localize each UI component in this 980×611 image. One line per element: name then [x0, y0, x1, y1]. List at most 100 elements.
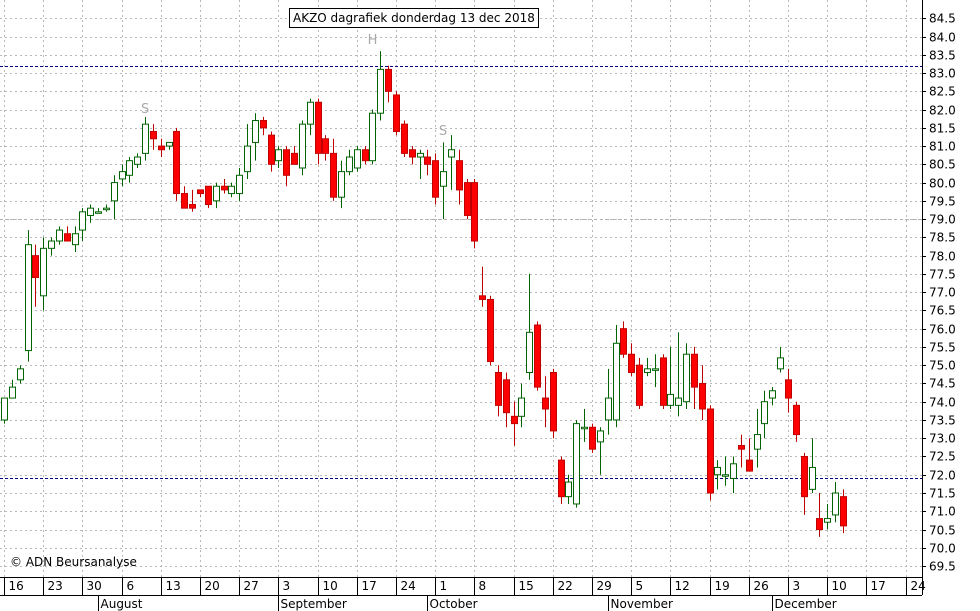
- y-tick-label: 79.5: [929, 195, 956, 209]
- candle-up: [369, 109, 376, 165]
- candle-down: [503, 372, 510, 428]
- candle-body: [683, 353, 690, 403]
- candle-up: [87, 204, 94, 223]
- candle-up: [754, 409, 761, 468]
- candle-body: [354, 149, 361, 169]
- y-tick-label: 75.5: [929, 341, 956, 355]
- candle-down: [636, 357, 643, 410]
- candle-up: [111, 175, 118, 220]
- candle-body: [573, 423, 580, 505]
- candle-body: [393, 94, 400, 132]
- candle-up: [48, 237, 55, 256]
- candle-down: [181, 186, 188, 209]
- candle-down: [205, 185, 212, 209]
- candle-body: [330, 152, 337, 198]
- candle-body: [840, 496, 847, 527]
- candle-body: [1, 397, 8, 421]
- y-tick-label: 69.5: [929, 560, 956, 574]
- y-tick-label: 84.5: [929, 12, 956, 26]
- candle-body: [158, 145, 165, 151]
- candle-body: [746, 459, 753, 472]
- candle-up: [126, 157, 133, 183]
- x-tick-label: 3: [283, 579, 291, 593]
- x-tick-label: 12: [675, 579, 690, 593]
- x-tick-label: 30: [87, 579, 102, 593]
- candle-down: [785, 368, 792, 413]
- x-tick-label: 1: [440, 579, 448, 593]
- candle-body: [785, 379, 792, 399]
- y-tick-label: 77.0: [929, 286, 956, 300]
- candle-down: [558, 456, 565, 504]
- candle-body: [32, 255, 39, 279]
- x-tick-label: 24: [911, 579, 926, 593]
- candle-down: [511, 401, 518, 446]
- candlestick-series: [1, 51, 847, 537]
- x-tick-label: 17: [871, 579, 886, 593]
- candle-body: [832, 492, 839, 516]
- y-tick-label: 71.0: [929, 505, 956, 519]
- candle-up: [142, 116, 149, 161]
- y-tick-label: 79.0: [929, 213, 956, 227]
- candle-up: [683, 343, 690, 410]
- candle-body: [440, 171, 447, 187]
- candle-up: [166, 141, 173, 150]
- candle-up: [17, 365, 24, 384]
- candle-body: [589, 426, 596, 450]
- y-tick-label: 77.5: [929, 268, 956, 282]
- y-tick-label: 81.5: [929, 122, 956, 136]
- candle-down: [385, 65, 392, 103]
- candle-body: [369, 112, 376, 162]
- candle-body: [707, 408, 714, 494]
- month-label: December: [775, 597, 837, 611]
- candle-body: [558, 459, 565, 498]
- candle-body: [738, 445, 745, 450]
- candle-body: [424, 156, 431, 165]
- candle-down: [660, 354, 667, 410]
- candle-down: [330, 138, 337, 201]
- candle-up: [307, 98, 314, 136]
- y-tick-label: 83.5: [929, 49, 956, 63]
- candle-up: [565, 474, 572, 504]
- candle-body: [181, 193, 188, 209]
- candle-body: [722, 474, 729, 477]
- candle-up: [119, 164, 126, 187]
- candle-up: [79, 208, 86, 242]
- candle-up: [573, 419, 580, 508]
- candle-up: [1, 397, 8, 424]
- candle-body: [95, 211, 102, 214]
- candle-down: [471, 178, 478, 249]
- month-label: September: [281, 597, 347, 611]
- candle-body: [40, 247, 47, 297]
- y-tick-label: 80.5: [929, 158, 956, 172]
- y-tick-label: 78.0: [929, 250, 956, 264]
- horizontal-reference-lines: [0, 66, 922, 479]
- candle-down: [550, 368, 557, 439]
- candle-up: [40, 237, 47, 311]
- x-tick-label: 13: [166, 579, 181, 593]
- candle-down: [495, 365, 502, 417]
- candle-down: [479, 266, 486, 307]
- candle-body: [534, 324, 541, 388]
- candle-up: [95, 208, 102, 214]
- y-tick-label: 83.0: [929, 67, 956, 81]
- x-tick-label: 16: [9, 579, 24, 593]
- candle-body: [417, 152, 424, 158]
- candle-body: [307, 101, 314, 125]
- x-tick-label: 20: [205, 579, 220, 593]
- candle-body: [377, 68, 384, 114]
- candle-down: [746, 438, 753, 472]
- x-tick-label: 24: [401, 579, 416, 593]
- candle-up: [809, 438, 816, 494]
- y-tick-label: 75.0: [929, 359, 956, 373]
- candle-up: [832, 482, 839, 523]
- candle-up: [597, 427, 604, 475]
- candle-up: [714, 460, 721, 490]
- candle-down: [464, 178, 471, 220]
- candle-body: [714, 466, 721, 476]
- grid-lines: [0, 0, 922, 577]
- candle-body: [103, 207, 110, 211]
- candle-body: [691, 353, 698, 388]
- candle-down: [315, 98, 322, 165]
- candle-body: [283, 149, 290, 176]
